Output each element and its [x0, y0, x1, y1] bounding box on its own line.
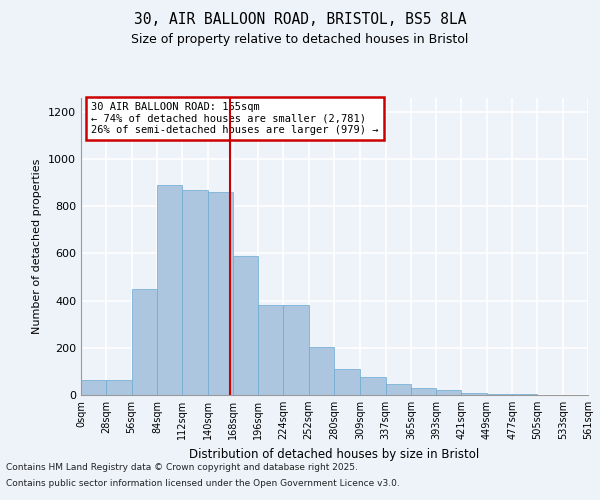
- Bar: [360, 378, 386, 395]
- Text: 30 AIR BALLOON ROAD: 165sqm
← 74% of detached houses are smaller (2,781)
26% of : 30 AIR BALLOON ROAD: 165sqm ← 74% of det…: [91, 102, 379, 135]
- Bar: [258, 306, 283, 395]
- Bar: [487, 394, 512, 395]
- Text: Size of property relative to detached houses in Bristol: Size of property relative to detached ho…: [131, 32, 469, 46]
- Bar: [157, 185, 182, 395]
- Text: Contains HM Land Registry data © Crown copyright and database right 2025.: Contains HM Land Registry data © Crown c…: [6, 464, 358, 472]
- Bar: [411, 388, 436, 395]
- Bar: [233, 256, 258, 395]
- Bar: [461, 392, 487, 395]
- Bar: [334, 369, 360, 395]
- Bar: [386, 384, 411, 395]
- Text: 30, AIR BALLOON ROAD, BRISTOL, BS5 8LA: 30, AIR BALLOON ROAD, BRISTOL, BS5 8LA: [134, 12, 466, 28]
- Bar: [512, 394, 538, 395]
- Bar: [283, 306, 309, 395]
- Bar: [106, 380, 131, 395]
- Bar: [309, 346, 334, 395]
- Bar: [208, 192, 233, 395]
- Bar: [81, 380, 106, 395]
- Bar: [436, 390, 461, 395]
- Text: Contains public sector information licensed under the Open Government Licence v3: Contains public sector information licen…: [6, 478, 400, 488]
- Y-axis label: Number of detached properties: Number of detached properties: [32, 158, 43, 334]
- X-axis label: Distribution of detached houses by size in Bristol: Distribution of detached houses by size …: [190, 448, 479, 460]
- Bar: [182, 190, 208, 395]
- Bar: [131, 289, 157, 395]
